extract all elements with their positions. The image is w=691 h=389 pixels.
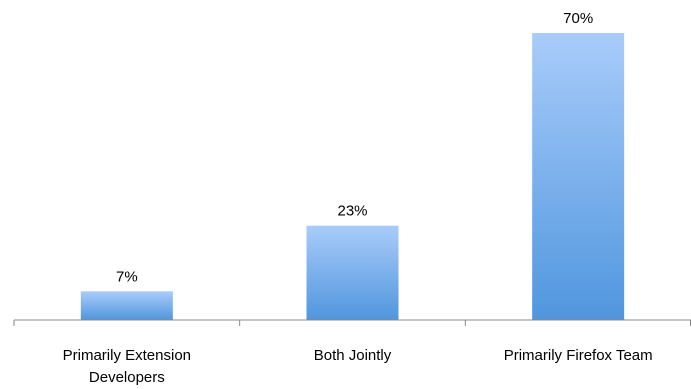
data-labels: 7% 23% 70%	[116, 10, 593, 285]
data-label: 7%	[116, 268, 138, 285]
bar	[532, 33, 625, 320]
category-label: Primarily Extension	[63, 347, 191, 364]
category-labels: Primarily Extension Developers Both Jointl…	[63, 347, 653, 386]
data-label: 70%	[563, 10, 593, 27]
category-label: Both Jointly	[314, 347, 392, 364]
bar	[306, 225, 399, 320]
x-axis	[13, 319, 691, 326]
bars-layer	[80, 33, 625, 320]
data-label: 23%	[337, 203, 367, 220]
category-label: Primarily Firefox Team	[504, 347, 653, 364]
bar	[80, 291, 173, 320]
category-label: Developers	[89, 369, 165, 386]
